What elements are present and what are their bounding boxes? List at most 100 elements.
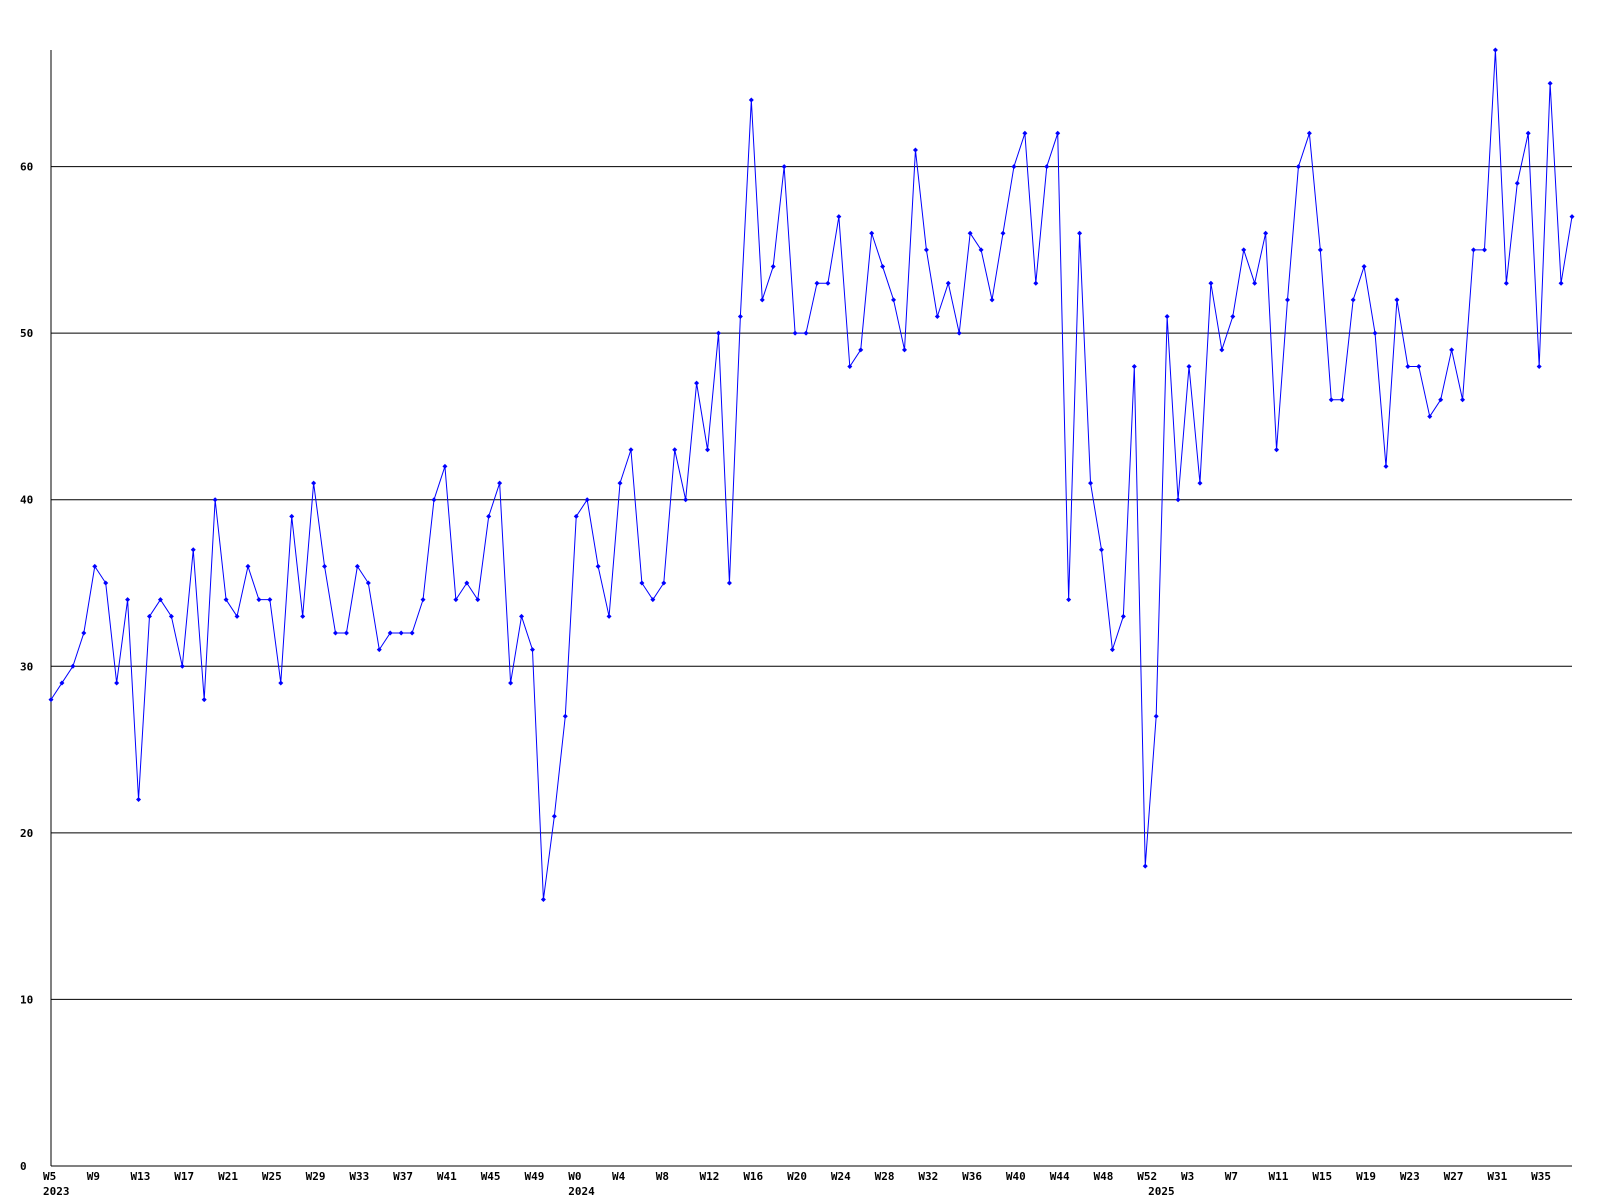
data-point — [1460, 397, 1466, 403]
data-point — [1219, 347, 1225, 353]
data-point — [606, 613, 612, 619]
y-tick-label: 0 — [20, 1160, 27, 1173]
x-tick-label: W13 — [131, 1170, 151, 1183]
data-point — [1394, 297, 1400, 303]
data-point — [1481, 247, 1487, 253]
data-point — [267, 597, 273, 603]
data-point — [1000, 230, 1006, 236]
data-point — [672, 447, 678, 453]
x-tick-label: W3 — [1181, 1170, 1194, 1183]
data-point — [945, 280, 951, 286]
data-point — [409, 630, 415, 636]
x-tick-label: W12 — [700, 1170, 720, 1183]
x-tick-label: W9 — [87, 1170, 100, 1183]
x-tick-label: W23 — [1400, 1170, 1420, 1183]
data-point — [322, 563, 328, 569]
data-point — [59, 680, 65, 686]
data-point — [256, 597, 262, 603]
data-point — [726, 580, 732, 586]
data-point — [902, 347, 908, 353]
x-tick-label: W37 — [393, 1170, 413, 1183]
data-point — [81, 630, 87, 636]
data-point — [1077, 230, 1083, 236]
data-point — [1503, 280, 1509, 286]
x-tick-label: W19 — [1356, 1170, 1376, 1183]
data-point — [1427, 413, 1433, 419]
data-point — [48, 697, 54, 703]
data-point — [311, 480, 317, 486]
data-point — [1098, 547, 1104, 553]
data-point — [1317, 247, 1323, 253]
x-tick-label: W31 — [1487, 1170, 1507, 1183]
data-point — [354, 563, 360, 569]
data-point — [365, 580, 371, 586]
data-point — [1066, 597, 1072, 603]
x-tick-label: W24 — [831, 1170, 851, 1183]
data-point — [146, 613, 152, 619]
data-point — [1416, 363, 1422, 369]
data-point — [1350, 297, 1356, 303]
data-point — [464, 580, 470, 586]
x-year-label: 2024 — [568, 1185, 595, 1198]
x-year-label: 2025 — [1148, 1185, 1175, 1198]
data-point — [551, 813, 557, 819]
data-point — [497, 480, 503, 486]
data-point — [376, 647, 382, 653]
data-point — [1405, 363, 1411, 369]
data-point — [1011, 164, 1017, 170]
data-point — [201, 697, 207, 703]
x-tick-label: W32 — [918, 1170, 938, 1183]
data-point — [1088, 480, 1094, 486]
x-tick-label: W20 — [787, 1170, 807, 1183]
data-point — [923, 247, 929, 253]
data-point — [1471, 247, 1477, 253]
data-point — [1339, 397, 1345, 403]
data-point — [343, 630, 349, 636]
x-tick-label: W21 — [218, 1170, 238, 1183]
data-point — [136, 797, 142, 803]
data-point — [1120, 613, 1126, 619]
data-point — [956, 330, 962, 336]
data-point — [748, 97, 754, 103]
data-point — [781, 164, 787, 170]
data-point — [1569, 214, 1575, 220]
x-tick-label: W27 — [1444, 1170, 1464, 1183]
x-tick-label: W16 — [743, 1170, 763, 1183]
data-point — [519, 613, 525, 619]
x-tick-label: W48 — [1093, 1170, 1113, 1183]
data-point — [715, 330, 721, 336]
x-tick-label: W45 — [481, 1170, 501, 1183]
data-point — [234, 613, 240, 619]
data-point — [1153, 713, 1159, 719]
data-point — [1197, 480, 1203, 486]
data-point — [1449, 347, 1455, 353]
data-point — [1131, 363, 1137, 369]
data-point — [770, 264, 776, 270]
data-point — [1033, 280, 1039, 286]
data-point — [1361, 264, 1367, 270]
x-tick-label: W28 — [875, 1170, 895, 1183]
data-point — [967, 230, 973, 236]
data-point — [1175, 497, 1181, 503]
data-point — [431, 497, 437, 503]
data-point — [1295, 164, 1301, 170]
data-point — [1109, 647, 1115, 653]
data-point — [1372, 330, 1378, 336]
data-point — [694, 380, 700, 386]
data-point — [1284, 297, 1290, 303]
data-point — [398, 630, 404, 636]
data-point — [1306, 130, 1312, 136]
data-point — [934, 314, 940, 320]
x-tick-label: W25 — [262, 1170, 282, 1183]
data-point — [103, 580, 109, 586]
data-point — [759, 297, 765, 303]
series-line — [50, 49, 1573, 900]
data-point — [847, 363, 853, 369]
x-tick-label: W7 — [1225, 1170, 1238, 1183]
data-point — [1142, 863, 1148, 869]
data-point — [1164, 314, 1170, 320]
data-point — [880, 264, 886, 270]
data-point — [92, 563, 98, 569]
